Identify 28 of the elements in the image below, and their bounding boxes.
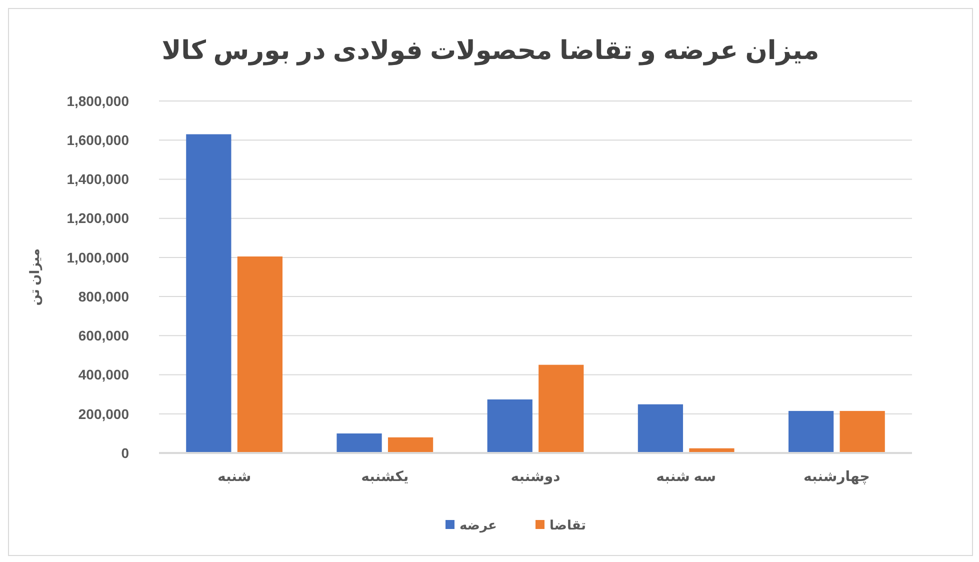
x-tick-label: یکشنبه [361,468,409,484]
bar [638,404,684,453]
bar [388,437,434,453]
bar [840,410,885,453]
x-tick-label: شنبه [217,468,252,484]
legend-label: تقاضا [550,518,586,533]
y-tick-label: 800,000 [78,288,130,304]
y-tick-label: 1,200,000 [66,210,130,226]
chart-title: میزان عرضه و تقاضا محصولات فولادی در بورس کالا [162,35,820,66]
y-tick-label: 1,400,000 [66,171,130,188]
y-tick-label: 600,000 [78,328,130,344]
bar [336,433,382,453]
x-tick-label: دوشنبه [510,468,560,485]
x-tick-label: چهارشنبه [804,468,870,485]
y-axis-title: میزان تن [27,248,43,306]
bar [538,364,584,453]
y-tick-label: 400,000 [78,366,130,383]
bar [788,410,834,453]
y-tick-label: 0 [121,444,130,461]
bar [186,134,232,453]
y-tick-label: 1,000,000 [66,249,130,266]
bar [487,399,532,453]
y-tick-label: 1,800,000 [66,92,130,109]
y-tick-label: 200,000 [78,406,130,422]
bar [237,256,282,453]
y-tick-label: 1,600,000 [66,132,130,148]
legend-label: عرضه [460,518,497,534]
x-tick-label: سه شنبه [656,468,716,484]
